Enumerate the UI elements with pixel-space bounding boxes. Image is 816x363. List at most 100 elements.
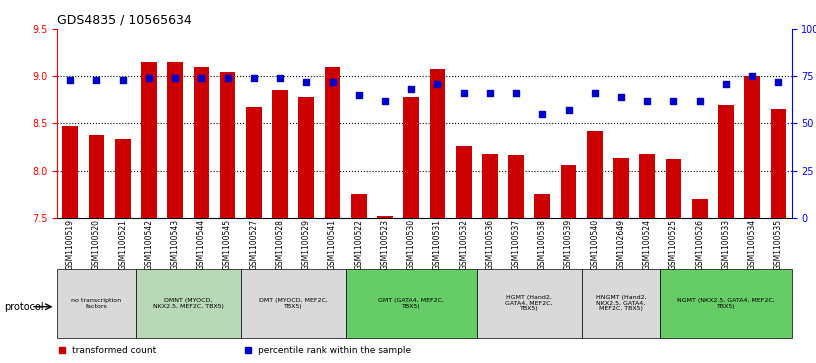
Bar — [660, 269, 792, 338]
Point — [614, 94, 628, 100]
Text: GSM1100544: GSM1100544 — [197, 219, 206, 270]
Point — [90, 77, 103, 83]
Text: GSM1100522: GSM1100522 — [354, 219, 363, 270]
Bar — [403, 97, 419, 218]
Point — [509, 90, 522, 96]
Bar — [377, 216, 392, 218]
Text: GSM1100537: GSM1100537 — [512, 219, 521, 270]
Point — [746, 73, 759, 79]
Point — [641, 98, 654, 104]
Point — [116, 77, 129, 83]
Text: transformed count: transformed count — [72, 346, 156, 355]
Bar — [587, 131, 603, 218]
Text: GSM1102649: GSM1102649 — [617, 219, 626, 270]
Text: GSM1100538: GSM1100538 — [538, 219, 547, 270]
Bar — [135, 269, 241, 338]
Point — [588, 90, 601, 96]
Text: GSM1100545: GSM1100545 — [223, 219, 232, 270]
Text: GSM1100541: GSM1100541 — [328, 219, 337, 270]
Bar — [325, 67, 340, 218]
Bar — [482, 154, 498, 218]
Bar — [561, 165, 576, 218]
Bar — [582, 269, 660, 338]
Text: GSM1100528: GSM1100528 — [276, 219, 285, 270]
Bar — [89, 135, 104, 218]
Bar — [351, 194, 366, 218]
Text: GSM1100521: GSM1100521 — [118, 219, 127, 270]
Text: GDS4835 / 10565634: GDS4835 / 10565634 — [57, 13, 192, 26]
Bar — [246, 107, 262, 218]
Bar — [115, 139, 131, 218]
Text: percentile rank within the sample: percentile rank within the sample — [258, 346, 411, 355]
Point — [273, 75, 286, 81]
Bar — [640, 154, 655, 218]
Text: GSM1100543: GSM1100543 — [171, 219, 180, 270]
Point — [326, 79, 339, 85]
Point — [536, 111, 549, 117]
Point — [720, 81, 733, 87]
Text: GSM1100539: GSM1100539 — [564, 219, 573, 270]
Text: GSM1100531: GSM1100531 — [433, 219, 442, 270]
Bar — [273, 90, 288, 218]
Point — [247, 75, 260, 81]
Bar — [57, 269, 135, 338]
Point — [694, 98, 707, 104]
Point — [299, 79, 313, 85]
Bar — [346, 269, 477, 338]
Text: GMT (GATA4, MEF2C,
TBX5): GMT (GATA4, MEF2C, TBX5) — [378, 298, 444, 309]
Point — [143, 75, 156, 81]
Text: GSM1100519: GSM1100519 — [66, 219, 75, 270]
Text: GSM1100527: GSM1100527 — [250, 219, 259, 270]
Bar — [508, 155, 524, 218]
Point — [353, 92, 366, 98]
Bar — [718, 105, 734, 218]
Text: GSM1100523: GSM1100523 — [380, 219, 389, 270]
Text: HNGMT (Hand2,
NKX2.5, GATA4,
MEF2C, TBX5): HNGMT (Hand2, NKX2.5, GATA4, MEF2C, TBX5… — [596, 295, 646, 311]
Point — [405, 86, 418, 92]
Point — [169, 75, 182, 81]
Text: GSM1100520: GSM1100520 — [92, 219, 101, 270]
Point — [483, 90, 496, 96]
Bar — [62, 126, 78, 218]
Text: GSM1100526: GSM1100526 — [695, 219, 704, 270]
Point — [772, 79, 785, 85]
Point — [457, 90, 470, 96]
Text: GSM1100535: GSM1100535 — [774, 219, 783, 270]
Text: no transcription
factors: no transcription factors — [72, 298, 122, 309]
Point — [431, 81, 444, 87]
Text: GSM1100536: GSM1100536 — [486, 219, 494, 270]
Text: GSM1100529: GSM1100529 — [302, 219, 311, 270]
Bar — [141, 62, 157, 218]
Text: GSM1100524: GSM1100524 — [643, 219, 652, 270]
Point — [221, 75, 234, 81]
Bar — [193, 67, 209, 218]
Text: DMT (MYOCD, MEF2C,
TBX5): DMT (MYOCD, MEF2C, TBX5) — [259, 298, 327, 309]
Bar — [241, 269, 346, 338]
Bar — [692, 199, 707, 218]
Text: GSM1100533: GSM1100533 — [721, 219, 730, 270]
Text: GSM1100532: GSM1100532 — [459, 219, 468, 270]
Bar — [744, 76, 760, 218]
Point — [667, 98, 680, 104]
Text: HGMT (Hand2,
GATA4, MEF2C,
TBX5): HGMT (Hand2, GATA4, MEF2C, TBX5) — [505, 295, 553, 311]
Bar — [534, 194, 550, 218]
Text: GSM1100525: GSM1100525 — [669, 219, 678, 270]
Bar — [613, 158, 629, 218]
Text: GSM1100534: GSM1100534 — [747, 219, 756, 270]
Text: GSM1100530: GSM1100530 — [406, 219, 415, 270]
Text: GSM1100542: GSM1100542 — [144, 219, 153, 270]
Point — [562, 107, 575, 113]
Bar — [456, 146, 472, 218]
Point — [379, 98, 392, 104]
Bar — [167, 62, 183, 218]
Bar — [666, 159, 681, 218]
Text: DMNT (MYOCD,
NKX2.5, MEF2C, TBX5): DMNT (MYOCD, NKX2.5, MEF2C, TBX5) — [153, 298, 224, 309]
Bar — [299, 97, 314, 218]
Bar — [220, 72, 236, 218]
Point — [64, 77, 77, 83]
Bar — [477, 269, 582, 338]
Bar — [429, 69, 446, 218]
Point — [195, 75, 208, 81]
Text: NGMT (NKX2.5, GATA4, MEF2C,
TBX5): NGMT (NKX2.5, GATA4, MEF2C, TBX5) — [677, 298, 775, 309]
Text: protocol: protocol — [4, 302, 44, 312]
